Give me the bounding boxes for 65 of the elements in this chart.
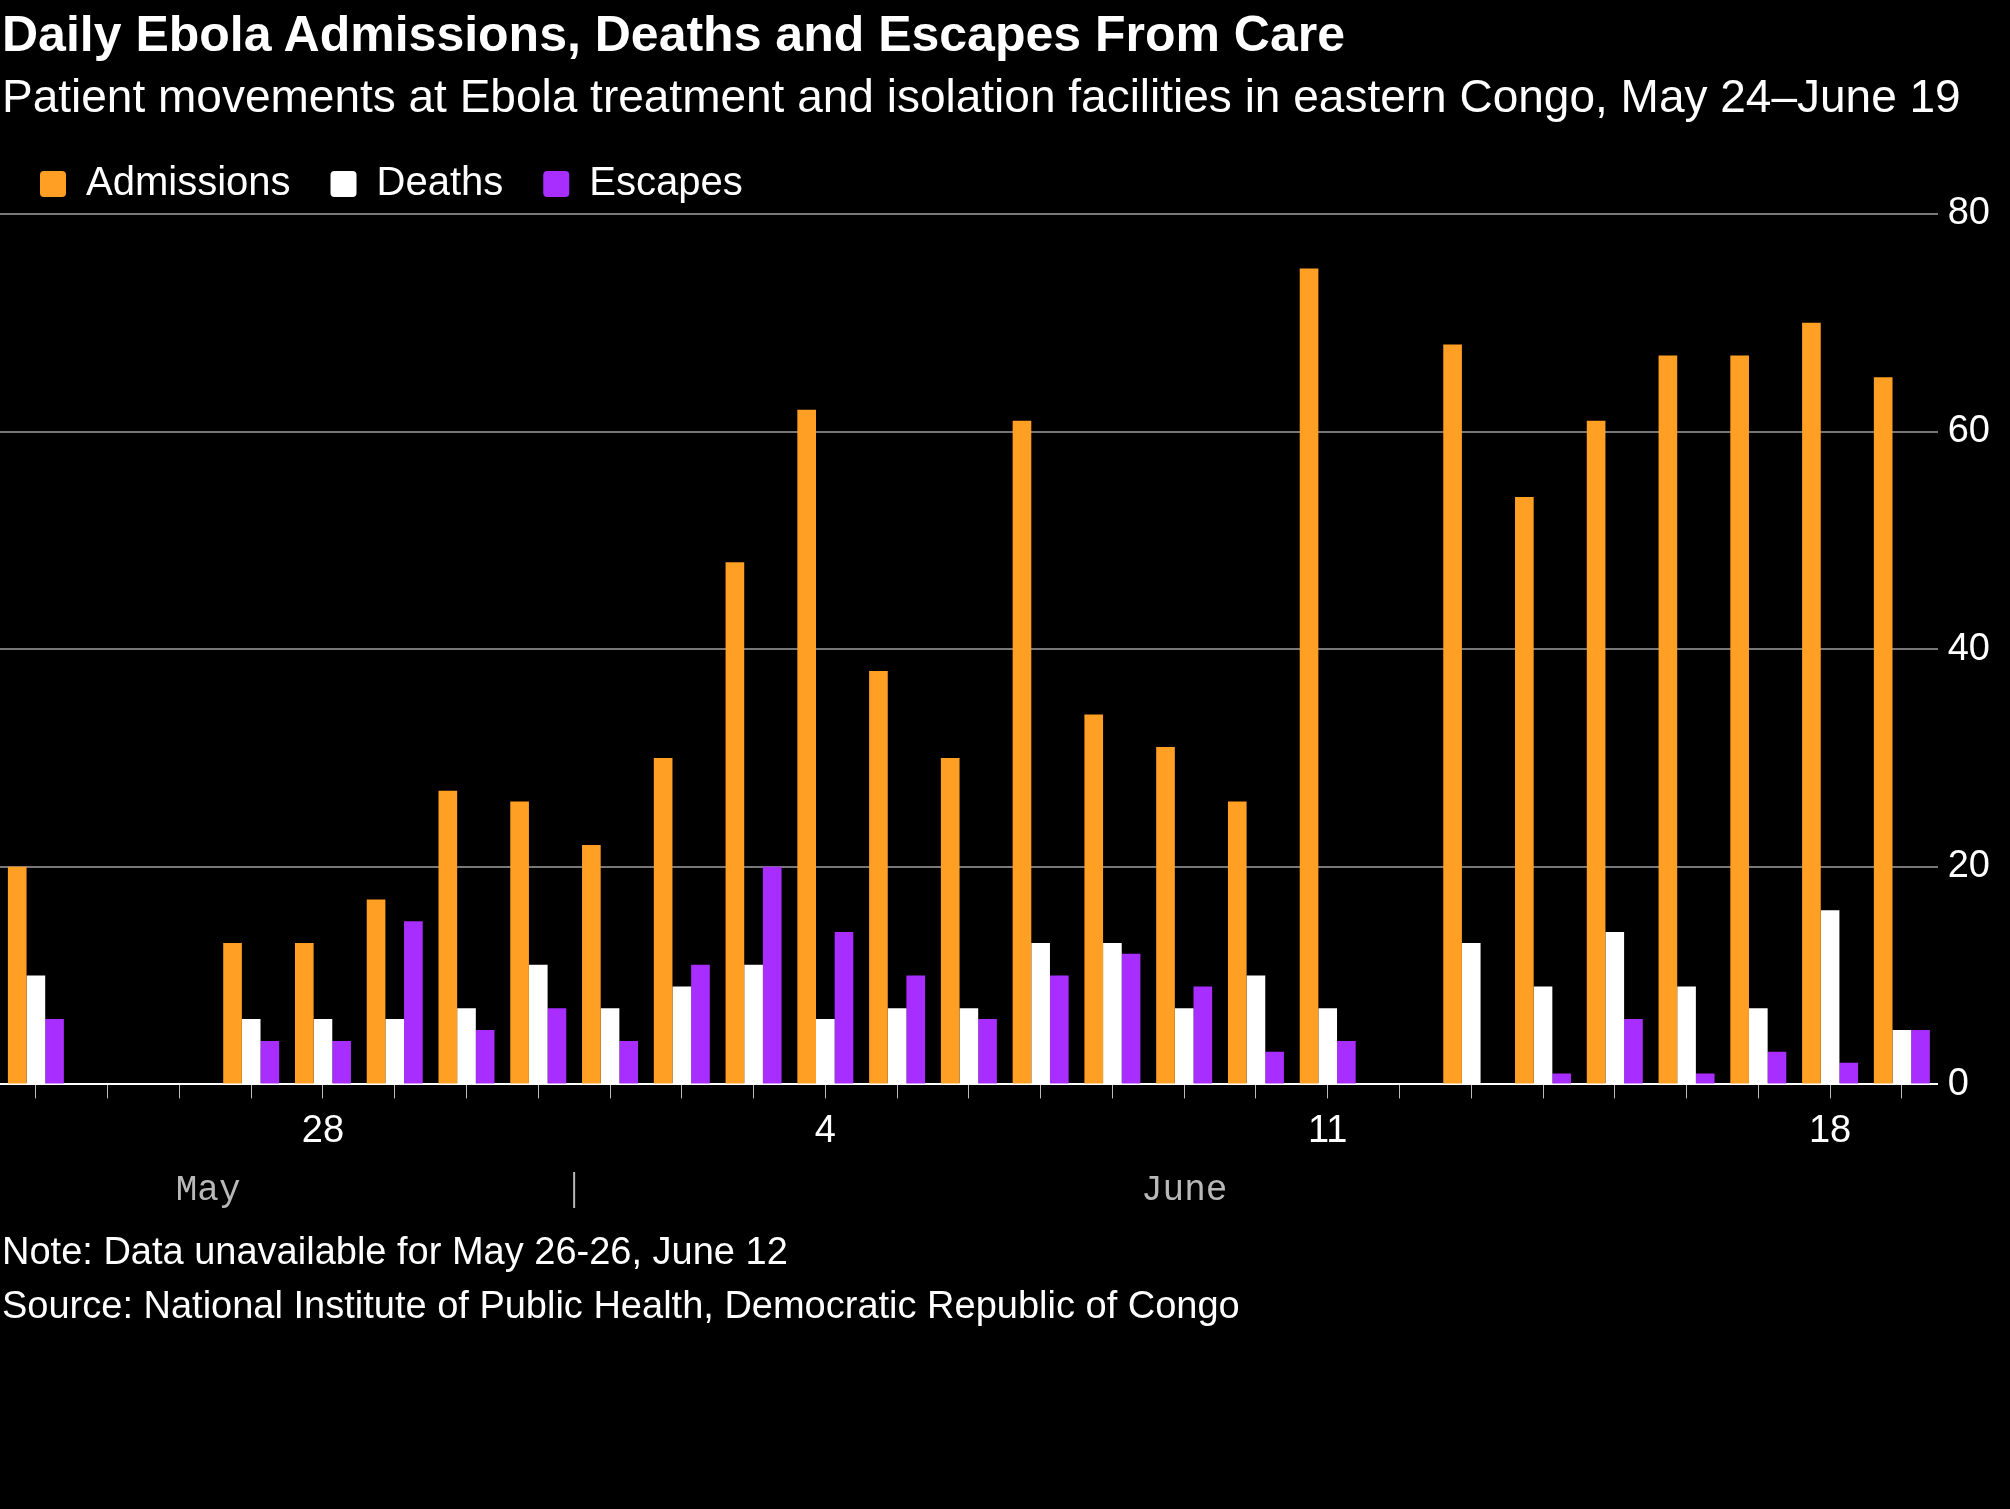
bar: [1839, 1062, 1859, 1084]
bar: [475, 1030, 495, 1084]
bar: [45, 1019, 64, 1084]
bar: [1802, 322, 1821, 1084]
y-tick-label: 20: [1947, 843, 1991, 886]
chart-title: Daily Ebola Admissions, Deaths and Escapes From Care: [2, 5, 1347, 64]
bar: [260, 1040, 280, 1084]
bar: [834, 932, 854, 1084]
bar: [1586, 420, 1606, 1084]
text: Note: Data unavailable for May 26-26, June 12: [2, 1229, 789, 1274]
bar: [1695, 1073, 1715, 1084]
bar: [619, 1040, 639, 1084]
bar: [725, 562, 745, 1084]
y-tick-label: 60: [1947, 408, 1991, 451]
bar: [1012, 420, 1032, 1084]
bar: [1515, 496, 1534, 1084]
bar: [1730, 355, 1749, 1084]
bar: [1873, 377, 1893, 1084]
bar: [294, 942, 314, 1084]
y-tick-label: 0: [1947, 1060, 1969, 1103]
bar: [1156, 747, 1175, 1084]
bar: [1443, 344, 1462, 1084]
bar: [366, 899, 386, 1084]
bar: [1658, 355, 1678, 1084]
bar: [1227, 801, 1247, 1084]
bar: [223, 942, 242, 1084]
bar: [940, 758, 960, 1084]
chart-subtitle: Patient movements at Ebola treatment and isolation facilities in eastern Congo, May 24–June 19: [2, 69, 1962, 124]
bar: [510, 801, 529, 1084]
source-note: Source: National Institute of Public Health, Democratic Republic of Congo: [2, 1283, 1241, 1328]
bar: [1121, 953, 1141, 1084]
y-tick-label: 40: [1947, 625, 1991, 668]
bar: [869, 670, 888, 1084]
bar: [1049, 975, 1069, 1084]
legend-label: Admissions: [86, 159, 291, 204]
bar: [547, 1008, 567, 1084]
legend-label: Deaths: [376, 159, 504, 204]
bar: [978, 1019, 997, 1084]
text: May: [175, 1169, 241, 1211]
bar: [691, 964, 710, 1084]
y-tick-label: 80: [1947, 190, 1991, 233]
text: June: [1140, 1169, 1228, 1211]
bar: [1624, 1019, 1643, 1084]
x-tick-label: 18: [1808, 1107, 1852, 1150]
bar: [582, 845, 601, 1084]
bar: [1265, 1051, 1284, 1084]
x-tick-label: 4: [814, 1107, 836, 1150]
bar: [1911, 1030, 1930, 1084]
bar: [1193, 986, 1213, 1084]
bar: [906, 975, 926, 1084]
bar: [438, 790, 458, 1084]
bar: [1084, 714, 1104, 1084]
bar: [1299, 268, 1319, 1084]
bar: [7, 866, 27, 1084]
bar: [332, 1040, 351, 1084]
bar: [1767, 1051, 1787, 1084]
bar: [653, 758, 673, 1084]
bar: [762, 866, 782, 1084]
bar: [404, 921, 423, 1084]
bar: [1337, 1040, 1356, 1084]
x-tick-label: 11: [1307, 1107, 1348, 1150]
legend-label: Escapes: [589, 159, 743, 204]
bar: [797, 409, 816, 1084]
x-tick-label: 28: [301, 1107, 345, 1150]
bar: [1552, 1073, 1571, 1084]
